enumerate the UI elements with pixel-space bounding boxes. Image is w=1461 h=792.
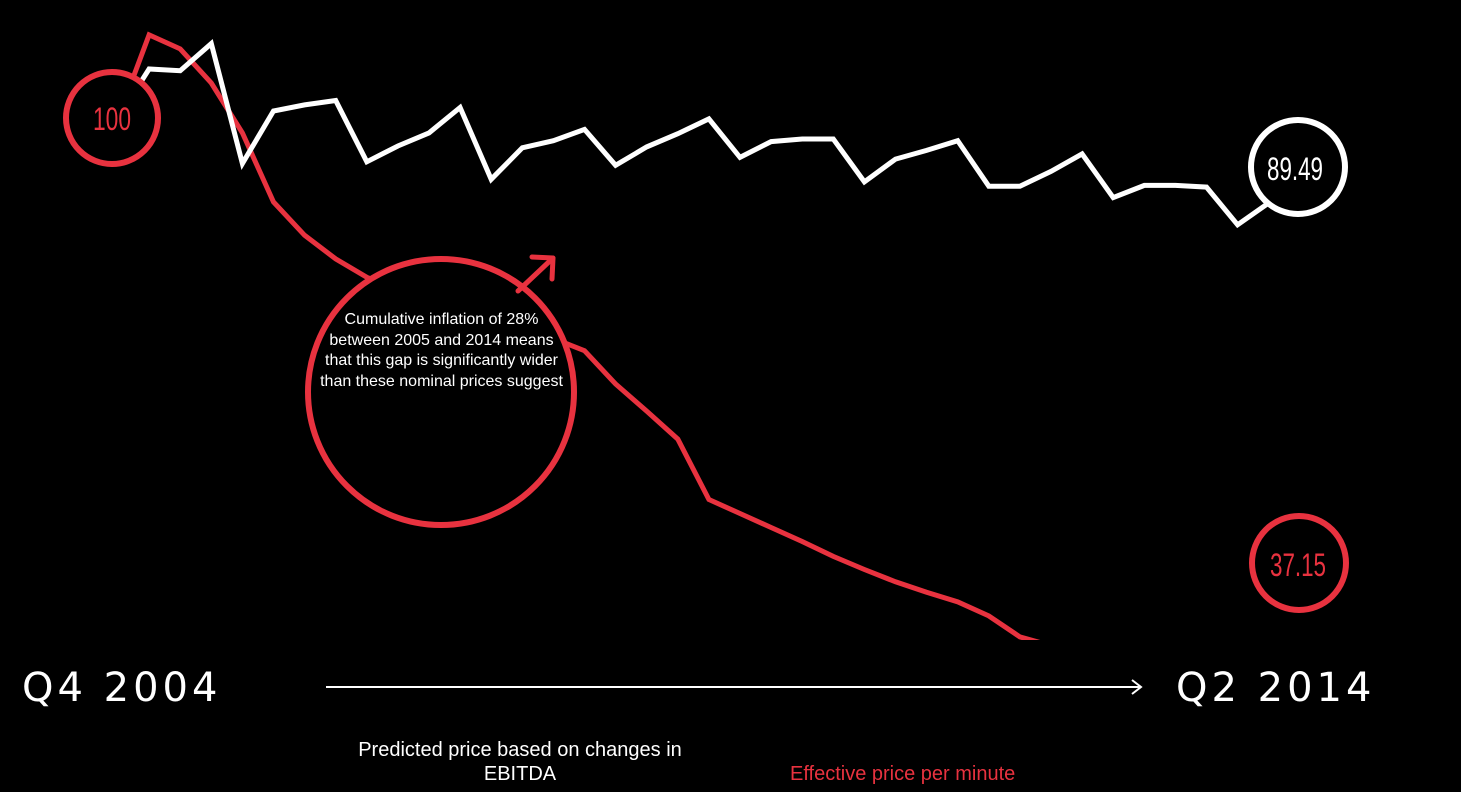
x-end-label: Q2 2014 — [1176, 665, 1376, 711]
end-value-text-red: 37.15 — [1270, 547, 1326, 583]
start-value-bubble — [63, 69, 161, 167]
end-value-text-white: 89.49 — [1267, 151, 1323, 187]
line-chart: 100 89.49 37.15 — [63, 31, 1349, 640]
end-value-bubble-red — [1249, 513, 1349, 613]
start-value-text: 100 — [93, 101, 131, 137]
annotation-arrow-head — [529, 254, 556, 282]
annotation-arrow-shaft — [515, 255, 556, 294]
legend-red-series: Effective price per minute — [790, 763, 1016, 785]
x-start-label: Q4 2004 — [22, 665, 222, 711]
end-value-bubble-white — [1248, 117, 1348, 217]
annotation-text: Cumulative inflation of 28% between 2005… — [320, 311, 563, 390]
time-axis-arrow — [326, 679, 1143, 695]
annotation-callout — [305, 254, 577, 528]
annotation-circle — [305, 256, 577, 528]
series-line-effective-price — [115, 31, 1041, 640]
series-line-ebitda — [115, 39, 1301, 229]
series-lines — [115, 31, 1301, 640]
legend-white-series: Predicted price based on changes in EBIT… — [358, 739, 682, 785]
